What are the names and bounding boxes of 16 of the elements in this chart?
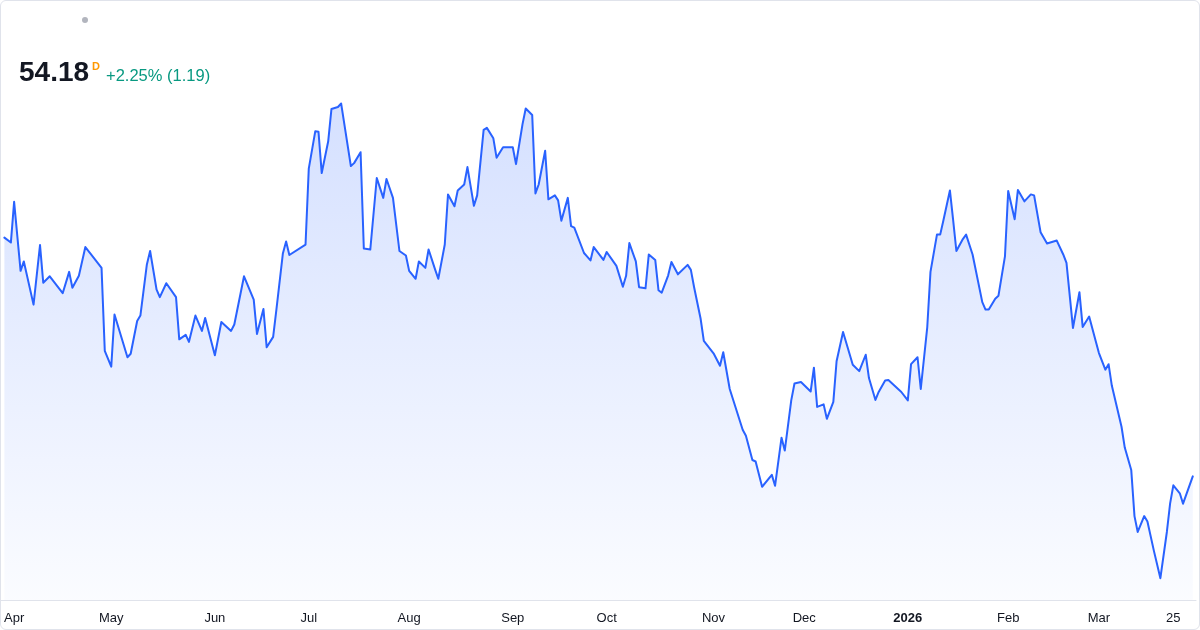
- x-tick-label: 2026: [893, 610, 923, 625]
- x-tick-label: Oct: [596, 610, 618, 625]
- x-tick-label: Sep: [501, 610, 525, 625]
- x-tick-label: 25: [1166, 610, 1181, 625]
- x-tick-label: Aug: [397, 610, 421, 625]
- x-tick-label: Feb: [996, 610, 1020, 625]
- x-tick-label: Nov: [701, 610, 726, 625]
- x-tick-label: Mar: [1087, 610, 1111, 625]
- x-tick-label: Dec: [792, 610, 817, 625]
- x-tick-label: May: [98, 610, 125, 625]
- x-tick-label: Apr: [4, 610, 25, 625]
- text: D: [92, 60, 101, 72]
- x-tick-label: Jun: [204, 610, 226, 625]
- x-tick-label: Jul: [300, 610, 318, 625]
- chart-subtitle: +2.25% (1.19): [106, 65, 211, 85]
- chart-title: 54.18: [19, 56, 90, 88]
